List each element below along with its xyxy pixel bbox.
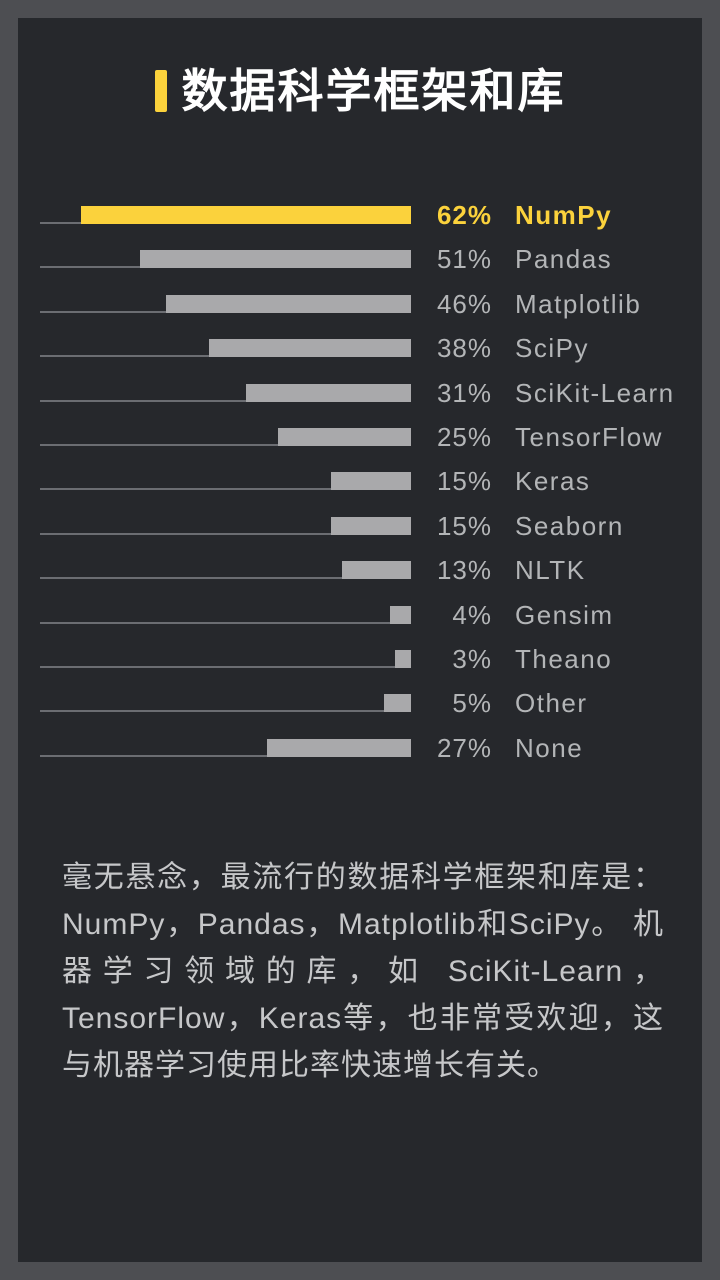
bar-category-label: Gensim	[515, 599, 614, 630]
bar-value-label: 13%	[436, 555, 492, 586]
bar	[140, 250, 411, 269]
bar-baseline	[40, 399, 246, 402]
bar-value-label: 25%	[436, 421, 492, 452]
bar-chart: 62% NumPy 51% Pandas 46% Matplotlib 38% …	[18, 200, 702, 783]
title-block: 数据科学框架和库	[18, 66, 702, 117]
bar-category-label: None	[515, 732, 584, 763]
bar-track	[40, 472, 411, 491]
bar-baseline	[40, 621, 390, 624]
bar-baseline	[40, 310, 166, 313]
bar-value-label: 3%	[452, 643, 492, 674]
chart-row: 38% SciPy	[18, 333, 702, 383]
bar-track	[40, 206, 411, 224]
bar-baseline	[40, 665, 395, 668]
bar-category-label: Matplotlib	[515, 288, 642, 319]
bar-category-label: Pandas	[515, 244, 613, 275]
bar-value-label: 27%	[436, 732, 492, 763]
bar-value-label: 46%	[436, 288, 492, 319]
bar-category-label: NLTK	[515, 555, 586, 586]
bar	[246, 383, 411, 402]
chart-row: 25% TensorFlow	[18, 422, 702, 472]
chart-row: 3% Theano	[18, 644, 702, 694]
summary-paragraph: 毫无悬念，最流行的数据科学框架和库是：NumPy，Pandas，Matplotl…	[62, 861, 664, 1082]
bar-track	[40, 738, 411, 757]
bar-baseline	[40, 532, 331, 535]
bar-baseline	[40, 488, 331, 491]
bar-track	[40, 561, 411, 580]
chart-row: 15% Seaborn	[18, 511, 702, 561]
bar-track	[40, 694, 411, 713]
bar-track	[40, 605, 411, 624]
bar	[331, 516, 411, 535]
bar	[81, 206, 411, 224]
bar-category-label: TensorFlow	[515, 421, 663, 452]
chart-row: 15% Keras	[18, 466, 702, 516]
bar-value-label: 38%	[436, 333, 492, 364]
bar-track	[40, 427, 411, 446]
bar-value-label: 15%	[436, 466, 492, 497]
bar-value-label: 15%	[436, 510, 492, 541]
bar-baseline	[40, 222, 81, 224]
bar-track	[40, 250, 411, 269]
bar-track	[40, 339, 411, 358]
bar	[342, 561, 411, 580]
bar-baseline	[40, 577, 342, 580]
bar-baseline	[40, 710, 384, 713]
chart-row: 46% Matplotlib	[18, 289, 702, 339]
bar-category-label: SciKit-Learn	[515, 377, 675, 408]
bar-value-label: 31%	[436, 377, 492, 408]
chart-row: 51% Pandas	[18, 244, 702, 294]
bar-track	[40, 294, 411, 313]
bar-value-label: 51%	[436, 244, 492, 275]
bar-baseline	[40, 443, 278, 446]
bar-track	[40, 649, 411, 668]
bar-value-label: 5%	[452, 688, 492, 719]
bar-category-label: Seaborn	[515, 510, 624, 541]
bar	[331, 472, 411, 491]
bar-baseline	[40, 355, 209, 358]
bar	[166, 294, 411, 313]
bar-baseline	[40, 754, 267, 757]
infographic-panel: 数据科学框架和库 62% NumPy 51% Pandas 46% Matplo…	[18, 18, 702, 1262]
bar-track	[40, 383, 411, 402]
bar-baseline	[40, 266, 140, 269]
title-tick-icon	[154, 70, 167, 113]
bar-category-label: NumPy	[515, 200, 613, 230]
bar-category-label: Keras	[515, 466, 591, 497]
bar-category-label: Theano	[515, 643, 613, 674]
chart-row: 4% Gensim	[18, 600, 702, 650]
bar	[390, 605, 411, 624]
chart-row: 5% Other	[18, 688, 702, 738]
bar-track	[40, 516, 411, 535]
bar-value-label: 4%	[452, 599, 492, 630]
bar-value-label: 62%	[436, 200, 492, 230]
bar-category-label: SciPy	[515, 333, 589, 364]
chart-row: 31% SciKit-Learn	[18, 378, 702, 428]
bar	[267, 738, 411, 757]
chart-row: 13% NLTK	[18, 555, 702, 605]
chart-row: 27% None	[18, 733, 702, 783]
bar	[395, 649, 411, 668]
bar	[384, 694, 411, 713]
chart-row: 62% NumPy	[18, 200, 702, 250]
bar	[209, 339, 411, 358]
page-title: 数据科学框架和库	[181, 65, 566, 117]
bar-category-label: Other	[515, 688, 588, 719]
bar	[278, 427, 411, 446]
